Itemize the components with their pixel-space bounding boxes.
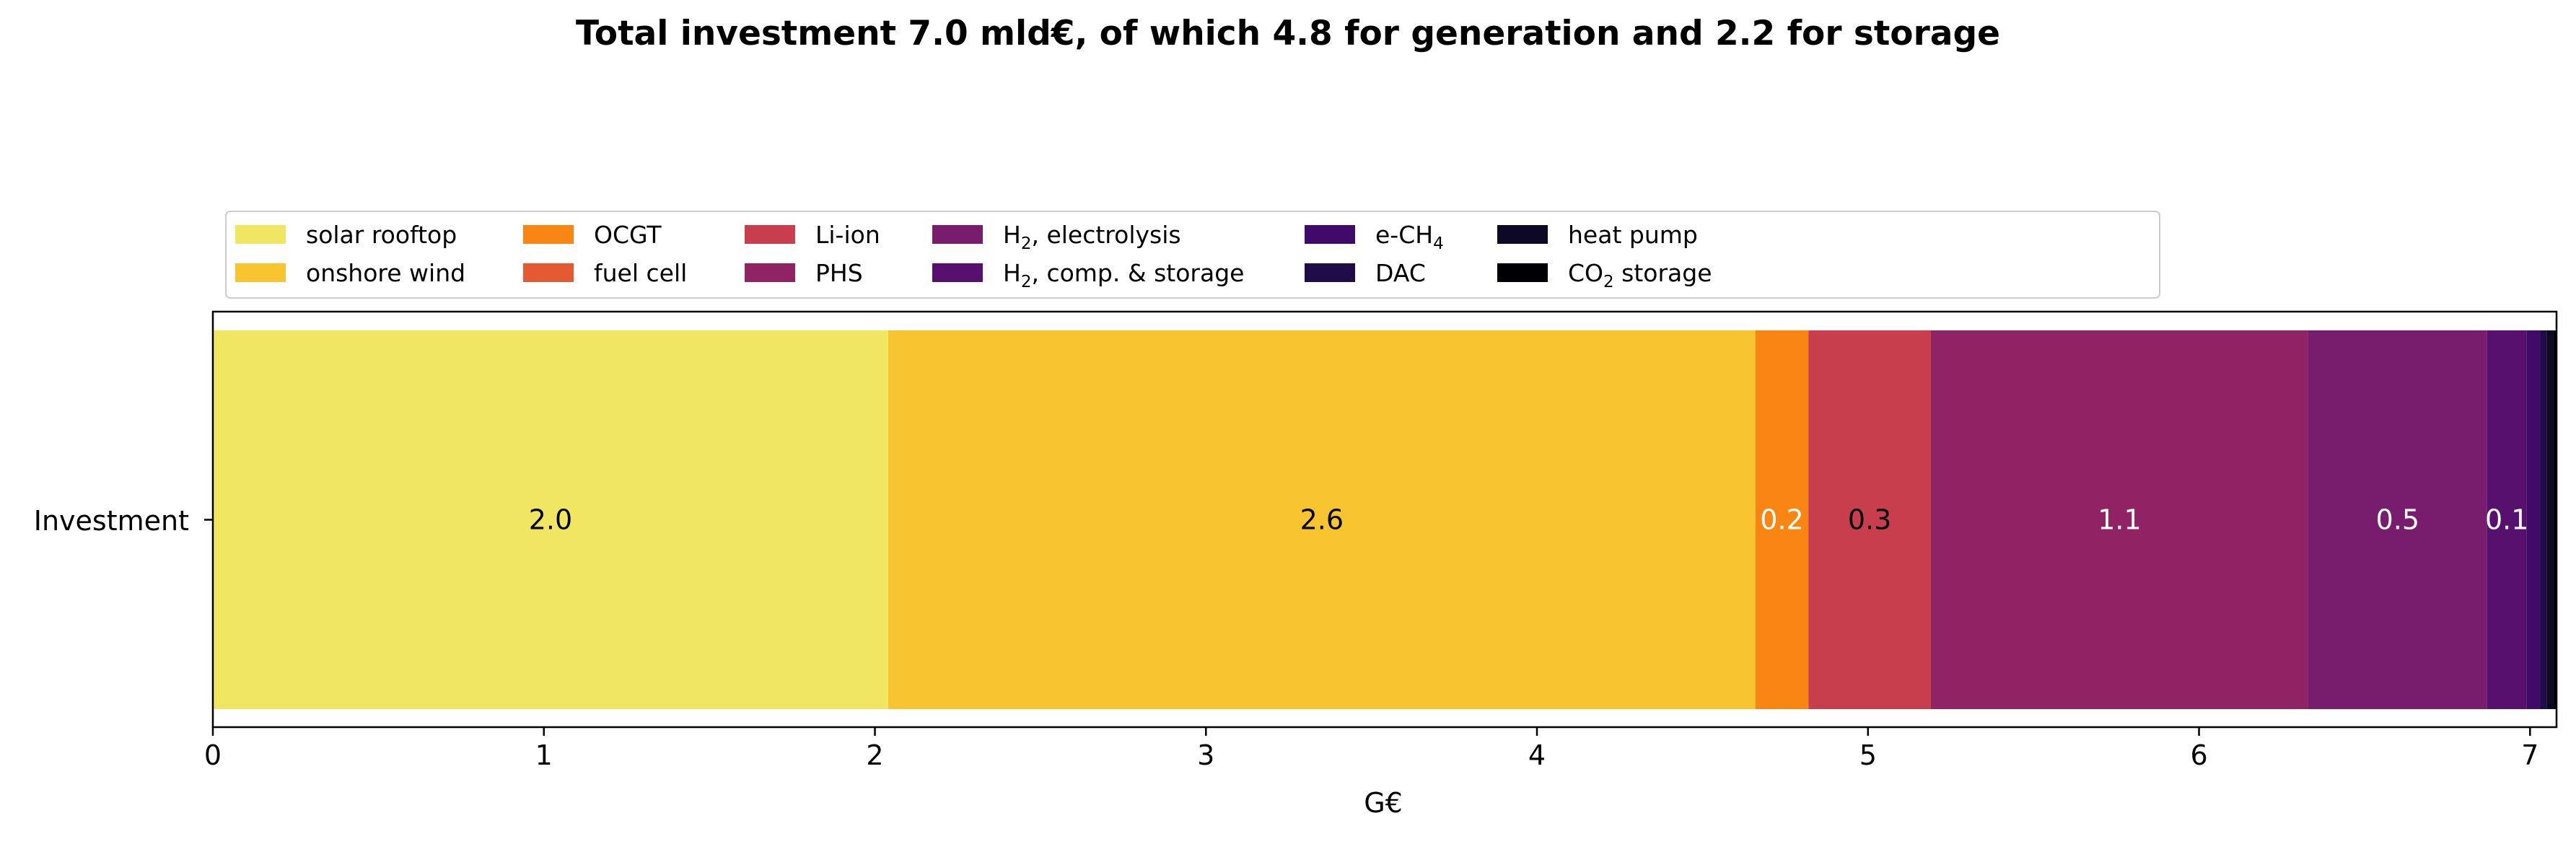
legend-label-solar-rooftop: solar rooftop	[306, 221, 457, 249]
data-label-phs: 1.1	[2098, 504, 2141, 536]
legend-swatch-fuel-cell	[523, 263, 574, 282]
axes-group: 0 1 2 3 4 5 6 7	[204, 310, 2558, 771]
legend: solar rooftop onshore wind OCGT fuel cell Li…	[225, 211, 2160, 299]
legend-swatch-e-ch4	[1305, 225, 1355, 244]
data-label-solar-rooftop: 2.0	[529, 504, 572, 536]
x-axis-label: G€	[1364, 787, 1403, 819]
legend-swatch-dac	[1305, 263, 1355, 282]
data-label-h2-comp-storage: 0.1	[2485, 504, 2528, 536]
x-tick-label: 1	[535, 739, 553, 771]
legend-swatch-onshore-wind	[235, 263, 286, 282]
legend-label-h2-electrolysis: H2, electrolysis	[1003, 221, 1181, 253]
legend-swatch-phs	[745, 263, 795, 282]
x-tick-label: 5	[1859, 739, 1877, 771]
data-label-li-ion: 0.3	[1848, 504, 1891, 536]
x-tick-label: 0	[204, 739, 222, 771]
legend-label-dac: DAC	[1375, 259, 1426, 287]
legend-label-co2-storage: CO2 storage	[1568, 259, 1712, 291]
legend-label-h2-comp-storage: H2, comp. & storage	[1003, 259, 1244, 291]
bar-segment-li-ion	[1808, 330, 1931, 709]
bar-segment-e-ch4	[2526, 330, 2541, 709]
legend-swatch-h2-electrolysis	[932, 225, 983, 244]
legend-swatch-h2-comp-storage	[932, 263, 983, 282]
legend-label-li-ion: Li-ion	[815, 221, 880, 249]
x-tick-label: 4	[1528, 739, 1546, 771]
legend-swatch-li-ion	[745, 225, 795, 244]
legend-label-phs: PHS	[815, 259, 863, 287]
bar-segment-h2-electrolysis	[2308, 330, 2487, 709]
bar-segment-h2-comp-storage	[2487, 330, 2527, 709]
data-label-h2-electrolysis: 0.5	[2376, 504, 2419, 536]
legend-swatch-heat-pump	[1497, 225, 1548, 244]
legend-swatch-co2-storage	[1497, 263, 1548, 282]
legend-swatch-ocgt	[523, 225, 574, 244]
chart-title: Total investment 7.0 mld€, of which 4.8 …	[576, 14, 2000, 53]
bar-segment-ocgt	[1755, 330, 1809, 709]
bar-segment-heat-pump	[2546, 330, 2554, 709]
x-tick-label: 7	[2521, 739, 2538, 771]
data-label-onshore-wind: 2.6	[1300, 504, 1344, 536]
legend-label-e-ch4: e-CH4	[1375, 221, 1444, 253]
bar-segment-solar-rooftop	[213, 330, 888, 709]
legend-box	[225, 211, 2160, 299]
bar-segment-onshore-wind	[888, 330, 1756, 709]
x-tick-label: 2	[866, 739, 883, 771]
legend-label-heat-pump: heat pump	[1568, 221, 1698, 249]
bar-segment-dac	[2540, 330, 2547, 709]
bar-segment-co2-storage	[2553, 330, 2557, 709]
x-tick-label: 3	[1197, 739, 1214, 771]
legend-label-ocgt: OCGT	[594, 221, 662, 249]
bar-segment-phs	[1930, 330, 2308, 709]
legend-label-fuel-cell: fuel cell	[594, 259, 687, 287]
legend-label-onshore-wind: onshore wind	[306, 259, 465, 287]
x-tick-label: 6	[2190, 739, 2207, 771]
data-label-ocgt: 0.2	[1760, 504, 1803, 536]
legend-swatch-solar-rooftop	[235, 225, 286, 244]
bars-group: 2.0 2.6 0.2 0.3 1.1 0.5 0.1	[213, 330, 2557, 709]
y-tick-label: Investment	[34, 505, 189, 537]
